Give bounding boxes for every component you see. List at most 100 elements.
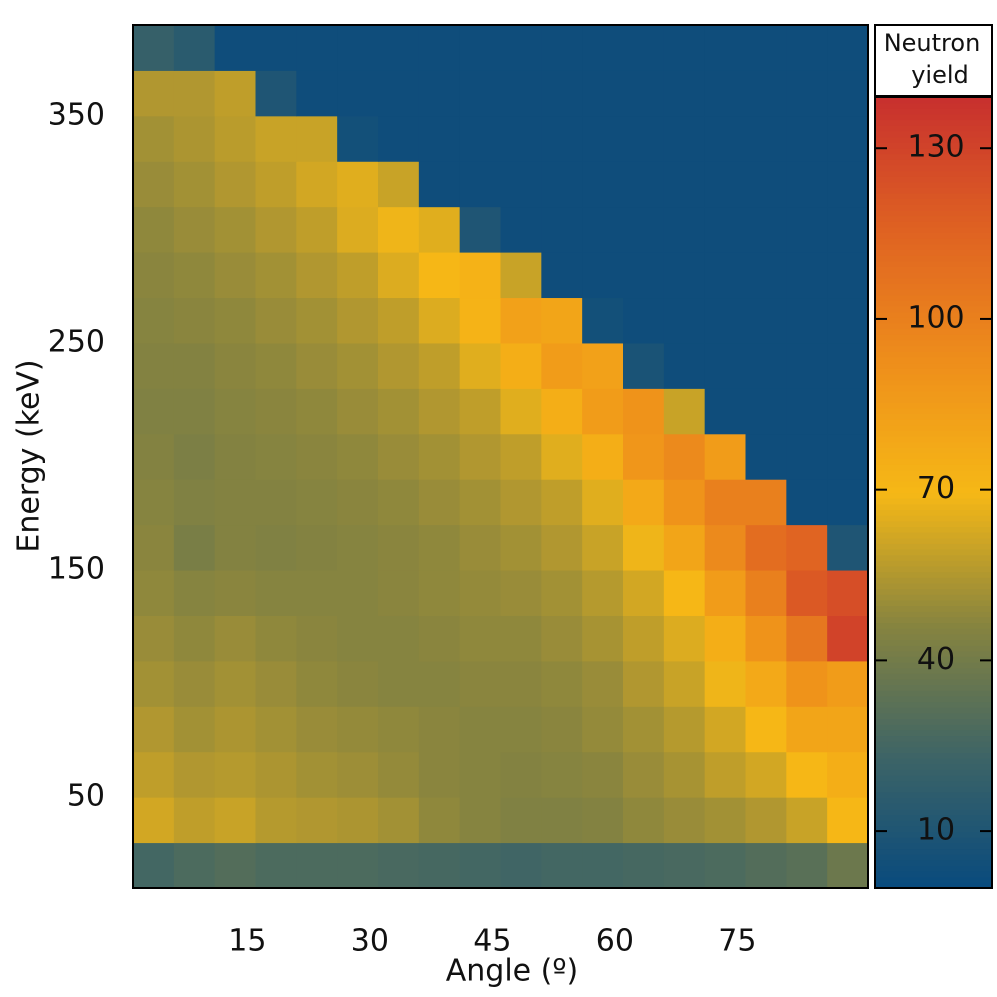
colorbar-step [875,735,992,742]
colorbar-step [875,633,992,640]
colorbar-step [875,198,992,205]
heat-cell [786,206,828,253]
heat-cell [378,615,420,662]
heat-cell [418,797,461,844]
heat-cell [541,706,583,753]
heat-cell [173,70,216,117]
heat-cell [296,161,338,208]
colorbar-step [875,249,992,256]
heat-cell [827,433,869,480]
colorbar-step [875,854,992,861]
colorbar-step [875,176,992,183]
heat-cell [827,706,869,753]
heat-cell [827,25,869,71]
heat-cell [214,206,256,253]
heat-cell [133,25,175,71]
heat-cell [214,297,256,344]
heat-cell [378,660,420,707]
heat-cell [623,524,665,571]
heat-cell [378,433,420,480]
colorbar-step [875,865,992,872]
heat-cell [704,842,746,889]
heat-cell [133,797,175,844]
heat-cell [500,388,542,435]
colorbar-step [875,339,992,347]
colorbar-step [875,407,992,414]
heat-cell [133,252,175,299]
heat-cell [623,342,665,389]
colorbar-step [875,351,992,358]
heat-cell [337,797,379,844]
colorbar-step [875,187,992,194]
heat-cell [500,25,542,71]
colorbar-step [875,582,992,590]
heat-cell [582,797,624,844]
colorbar-step [875,452,992,460]
heat-cell [337,842,379,889]
colorbar-step [875,871,992,878]
heat-cell [133,842,175,889]
heat-cell [827,660,869,707]
heat-cell [582,842,624,889]
heat-cell [459,615,501,662]
colorbar-step [875,243,992,251]
heat-cell [214,660,256,707]
heat-cell [704,797,746,844]
colorbar-step [875,311,992,318]
colorbar-label: Neutron [884,29,981,57]
heat-cell [255,297,297,344]
heat-cell [214,479,256,526]
heat-cell [296,797,338,844]
colorbar-step [875,221,992,228]
heat-cell [214,797,256,844]
heat-cell [173,479,216,526]
colorbar-step [875,108,992,115]
heat-cell [459,842,501,889]
heat-cell [786,433,828,480]
heat-cell [214,161,256,208]
colorbar-step [875,814,992,821]
heat-cell [500,206,542,253]
heat-cell [173,297,216,344]
heat-cell [623,706,665,753]
colorbar-step [875,317,992,324]
heat-cell [133,706,175,753]
heat-cell [745,797,787,844]
heat-cell [214,70,256,117]
heat-cell [337,570,379,616]
y-axis-label: Energy (keV) [12,359,47,552]
colorbar-step [875,181,992,188]
colorbar-step [875,272,992,279]
colorbar-step [875,283,992,290]
heat-cell [786,842,828,889]
heat-cell [623,206,665,253]
colorbar-step [875,560,992,567]
heat-cell [418,751,461,798]
heat-cell [745,751,787,798]
colorbar-tick-label: 70 [917,471,955,506]
heat-cell [704,70,746,117]
heat-cell [500,161,542,208]
heat-cell [173,660,216,707]
heat-cell [582,751,624,798]
heat-cell [255,842,297,889]
colorbar-step [875,441,992,448]
heat-cell [786,388,828,435]
heat-cell [255,479,297,526]
colorbar-step [875,125,992,132]
colorbar-step [875,153,992,160]
heat-cell [418,115,461,162]
heat-cell [745,433,787,480]
heat-cell [827,524,869,571]
heat-cell [704,479,746,526]
heat-cell [255,570,297,616]
heat-cell [418,433,461,480]
heat-cell [827,615,869,662]
heat-cell [133,342,175,389]
heat-cell [663,25,706,71]
heat-cell [255,342,297,389]
heat-cell [663,524,706,571]
heat-cell [663,615,706,662]
heat-cell [582,206,624,253]
